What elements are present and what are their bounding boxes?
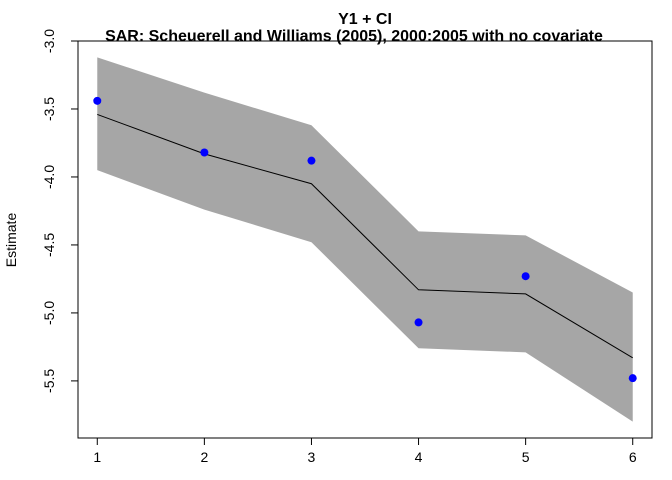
y-axis: -3.0 -3.5 -4.0 -4.5 -5.0 -5.5 (41, 29, 79, 393)
y-tick-label: -4.0 (41, 165, 57, 189)
estimate-line-layer (97, 113, 633, 359)
confidence-band (97, 57, 633, 422)
chart-title: Y1 + CI (338, 11, 392, 28)
y-tick-label: -3.5 (41, 97, 57, 121)
data-point (414, 318, 423, 327)
y-tick-label: -5.5 (41, 369, 57, 393)
data-point (93, 96, 102, 105)
observation-points-layer (93, 96, 637, 383)
data-point (628, 374, 637, 383)
x-axis: 1 2 3 4 5 6 (93, 437, 637, 465)
y-tick-label: -5.0 (41, 301, 57, 325)
x-tick-label: 2 (200, 449, 208, 465)
data-point (307, 156, 316, 165)
chart-subtitle: SAR: Scheuerell and Williams (2005), 200… (105, 28, 603, 45)
estimate-line (97, 113, 633, 359)
confidence-band-layer (97, 57, 633, 422)
x-tick-label: 6 (629, 449, 637, 465)
y-axis-label: Estimate (3, 213, 19, 268)
x-tick-label: 1 (93, 449, 101, 465)
data-point (200, 148, 209, 157)
y-tick-label: -4.5 (41, 233, 57, 257)
x-tick-label: 3 (308, 449, 316, 465)
x-tick-label: 5 (522, 449, 530, 465)
x-tick-label: 4 (415, 449, 423, 465)
data-point (521, 272, 530, 281)
y-tick-label: -3.0 (41, 29, 57, 53)
